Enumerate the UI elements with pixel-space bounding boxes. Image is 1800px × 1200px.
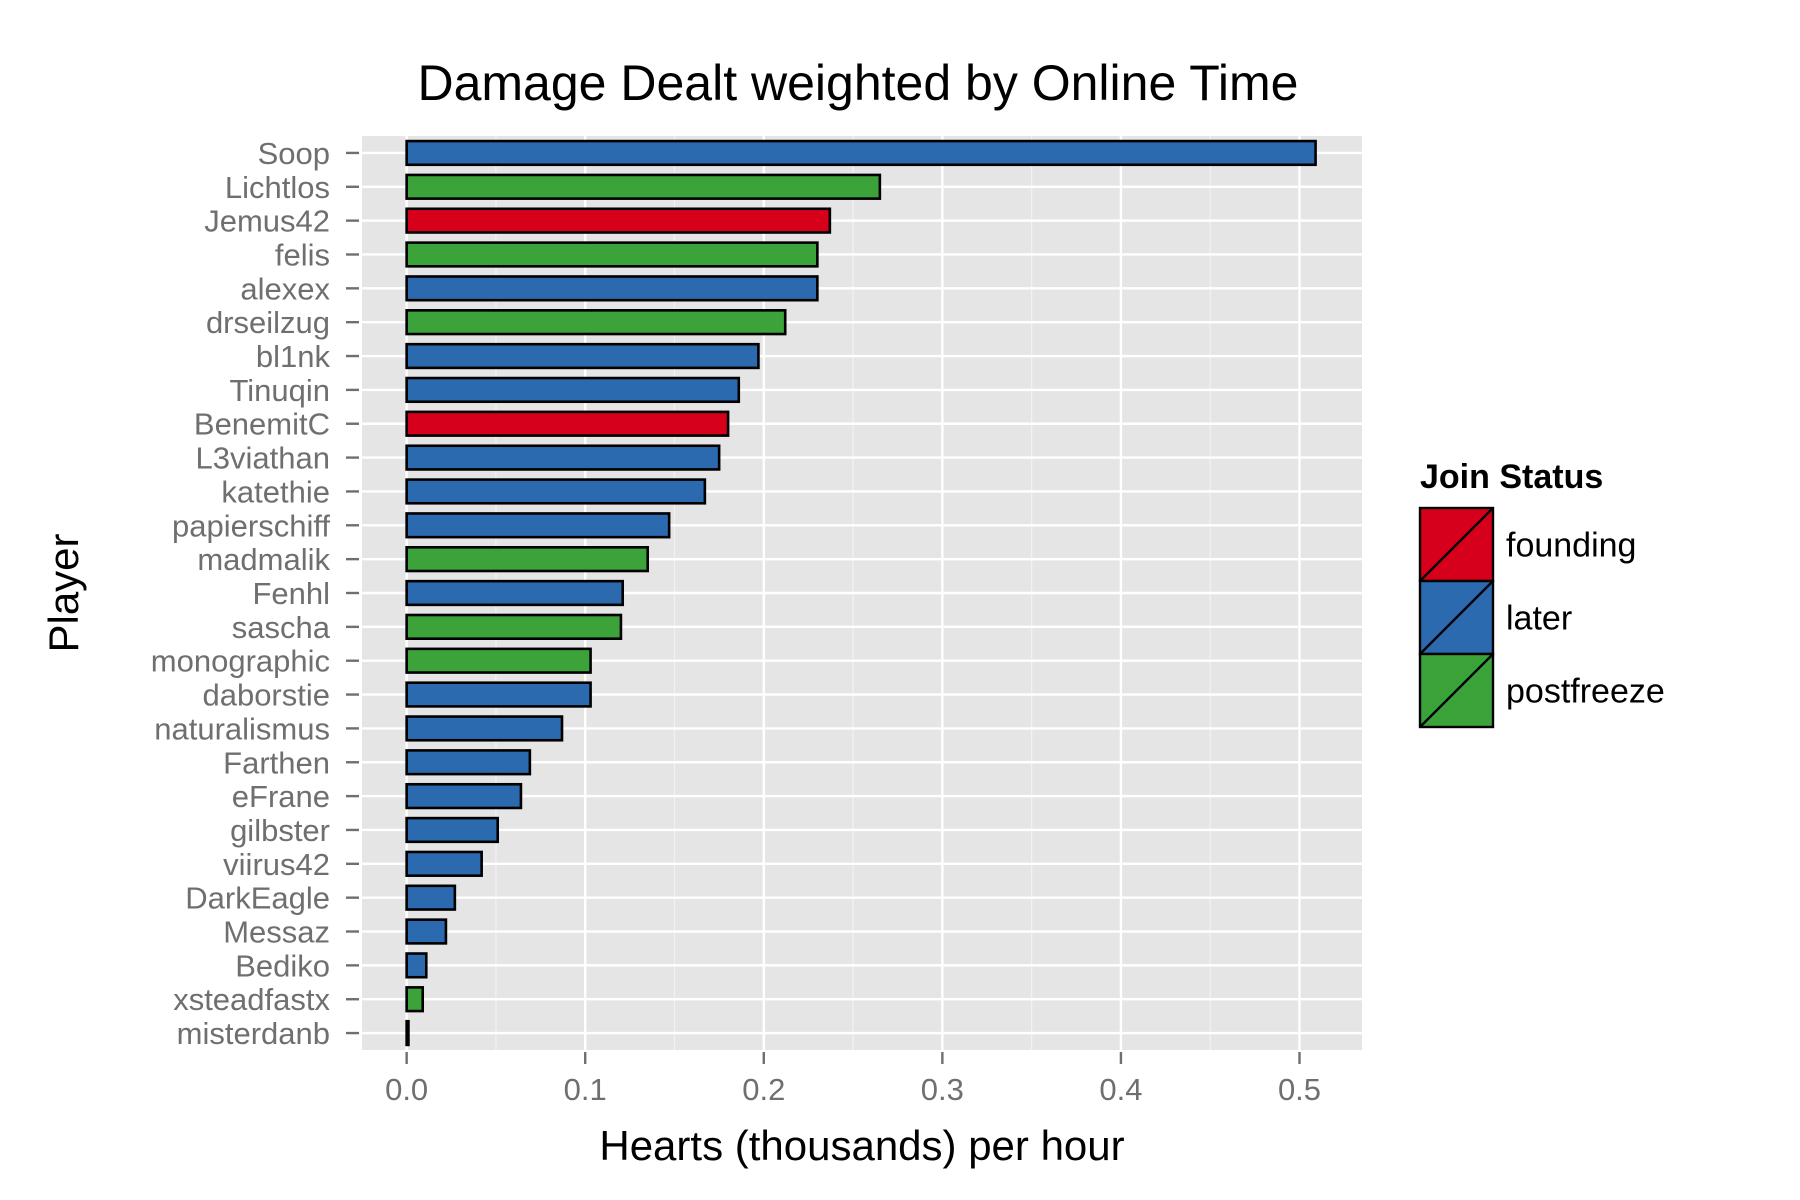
x-tick-label: 0.2 [742,1072,785,1107]
bar-Soop [405,139,1317,167]
y-tick-label: Fenhl [252,576,330,611]
y-tick-label: Soop [258,136,330,171]
bar-naturalismus [405,715,564,742]
y-tick-label: felis [275,237,330,272]
bar-Bediko [405,952,428,979]
x-tick-label: 0.1 [564,1072,607,1107]
bar-L3viathan [405,444,721,471]
y-tick-label: Farthen [223,745,330,780]
bar-daborstie [405,681,592,708]
bar-eFrane [405,782,523,810]
y-tick-label: naturalismus [154,711,330,746]
y-tick-label: eFrane [232,779,330,814]
y-tick-label: monographic [151,644,330,679]
bar-viirus42 [405,850,483,877]
y-tick-label: L3viathan [196,441,330,476]
bar-gilbster [405,816,500,844]
bar-Farthen [405,749,532,776]
legend-key-slash [1419,507,1494,582]
y-tick-label: BenemitC [194,407,330,442]
y-tick-label: Messaz [223,915,330,950]
bar-Fenhl [405,579,625,607]
bar-Tinuqin [405,376,741,404]
x-tick-label: 0.3 [921,1072,964,1107]
x-axis: 0.0 0.1 0.2 0.3 0.4 0.5 [385,1052,1321,1107]
legend-label-postfreeze: postfreeze [1506,673,1665,711]
bar-sascha [405,613,623,641]
y-tick-label: DarkEagle [185,881,330,916]
y-tick-label: alexex [240,271,330,306]
legend-key-slash [1419,653,1494,728]
bar-bl1nk [405,342,760,370]
x-tick-label: 0.5 [1278,1072,1321,1107]
bar-series [405,139,1317,1047]
bar-Jemus42 [405,207,832,234]
y-tick-label: Jemus42 [204,204,330,239]
legend-title: Join Status [1420,458,1603,496]
y-axis: SoopLichtlosJemus42felisalexexdrseilzugb… [151,136,359,1051]
legend-key-slash [1419,580,1494,655]
bar-Lichtlos [405,173,882,200]
legend-label-founding: founding [1506,527,1636,565]
chart-title: Damage Dealt weighted by Online Time [417,55,1298,111]
bar-xsteadfastx [405,986,425,1013]
x-tick-label: 0.4 [1099,1072,1142,1107]
y-axis-title: Player [40,533,87,652]
y-tick-label: daborstie [202,678,330,713]
bar-papierschiff [405,512,671,539]
y-tick-label: Tinuqin [229,373,330,408]
y-tick-label: xsteadfastx [173,982,330,1017]
bar-felis [405,241,819,268]
bar-katethie [405,478,707,505]
legend-label-later: later [1506,600,1572,638]
grid-lines [362,136,1362,1050]
y-tick-label: papierschiff [172,508,330,543]
bar-drseilzug [405,309,787,336]
bar-alexex [405,275,819,302]
y-tick-label: sascha [232,610,331,645]
y-tick-label: Lichtlos [225,170,330,205]
legend: Join Status founding later postfreeze [1418,458,1665,729]
bar-BenemitC [405,410,730,437]
y-tick-label: misterdanb [177,1016,330,1051]
y-tick-label: gilbster [230,813,330,848]
y-tick-label: katethie [221,474,330,509]
bar-monographic [405,647,592,674]
bar-madmalik [405,545,650,573]
y-tick-label: Bediko [235,948,330,983]
y-tick-label: viirus42 [223,847,330,882]
x-axis-title: Hearts (thousands) per hour [599,1122,1124,1169]
bar-misterdanb [405,1019,410,1047]
y-tick-label: drseilzug [206,305,330,340]
x-tick-label: 0.0 [385,1072,428,1107]
bar-DarkEagle [405,884,457,911]
y-tick-label: bl1nk [256,339,331,374]
bar-Messaz [405,918,448,945]
y-tick-label: madmalik [197,542,330,577]
